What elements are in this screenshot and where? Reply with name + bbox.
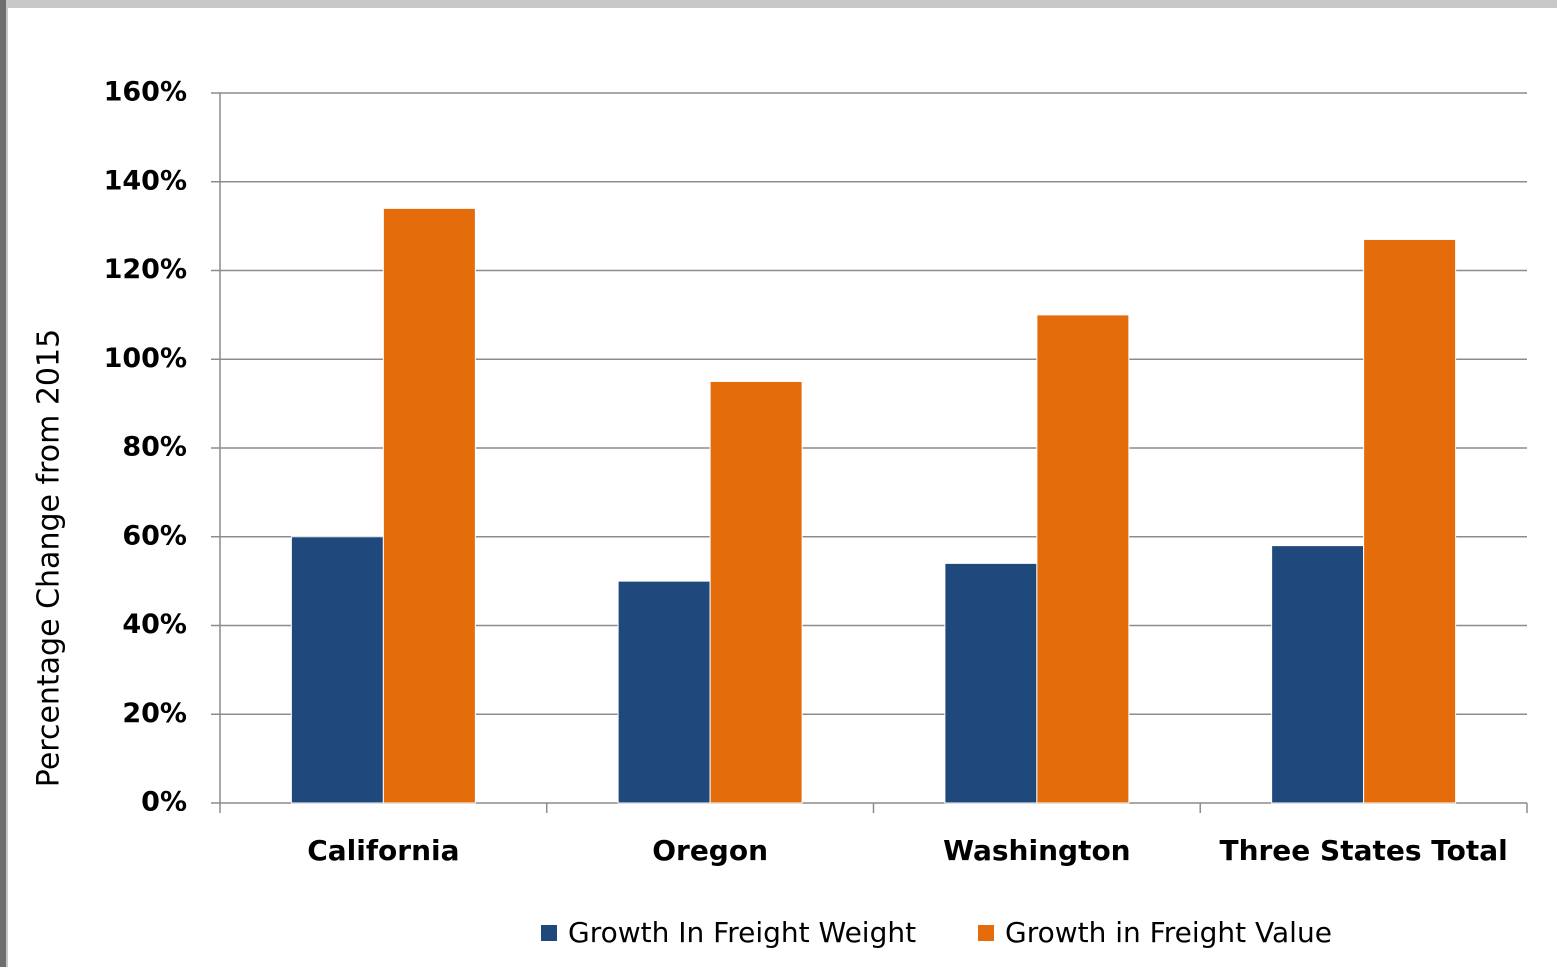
bar	[617, 580, 711, 804]
x-tick-label: Washington	[943, 834, 1131, 867]
bar	[290, 536, 384, 804]
y-axis-label: Percentage Change from 2015	[32, 329, 67, 787]
legend-label: Growth in Freight Value	[1005, 916, 1332, 949]
legend-swatch	[978, 925, 994, 941]
y-tick-label: 80%	[122, 432, 187, 463]
y-tick-label: 120%	[104, 254, 187, 285]
y-tick-label: 0%	[141, 787, 187, 818]
bar	[1271, 545, 1365, 804]
bar	[1363, 238, 1457, 804]
x-tick-label: Three States Total	[1219, 834, 1507, 867]
y-tick-label: 100%	[104, 343, 187, 374]
bar	[382, 207, 476, 804]
legend-swatch	[541, 925, 557, 941]
x-tick-label: Oregon	[652, 834, 768, 867]
bar	[709, 380, 803, 804]
bar	[1036, 314, 1130, 804]
y-tick-label: 60%	[122, 520, 187, 551]
y-tick-label: 40%	[122, 609, 187, 640]
frame-edge	[0, 0, 6, 967]
y-tick-label: 140%	[104, 165, 187, 196]
y-tick-label: 160%	[104, 77, 187, 108]
bar	[944, 562, 1038, 804]
y-tick-label: 20%	[122, 698, 187, 729]
legend-label: Growth In Freight Weight	[568, 916, 916, 949]
x-tick-label: California	[307, 834, 459, 867]
